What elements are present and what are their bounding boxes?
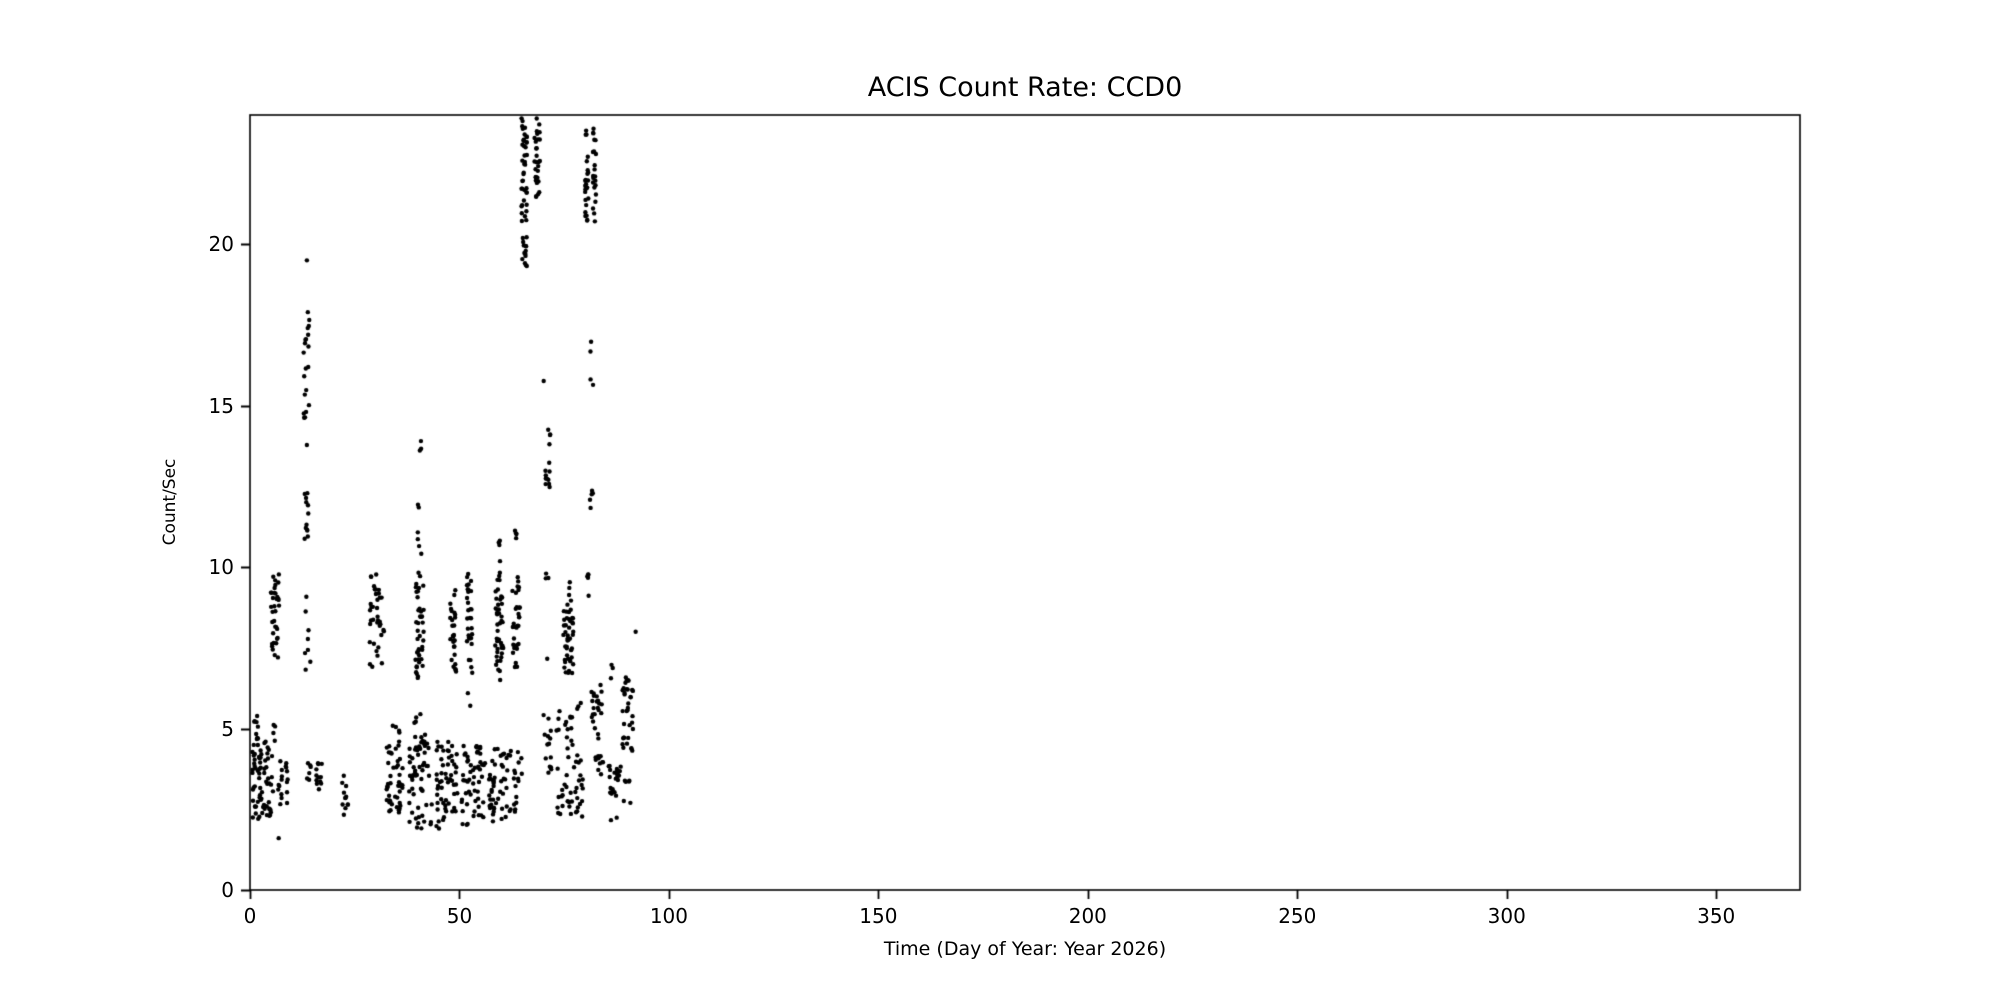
x-tick-label: 350	[1697, 904, 1736, 928]
y-tick-label: 20	[208, 232, 234, 257]
y-tick-label: 10	[208, 555, 234, 580]
x-tick-label: 200	[1068, 904, 1107, 928]
x-axis-label: Time (Day of Year: Year 2026)	[883, 938, 1167, 960]
x-tick-label: 100	[649, 904, 688, 928]
y-tick-label: 0	[221, 878, 234, 902]
x-tick-label: 150	[859, 904, 898, 928]
y-tick-label: 5	[221, 716, 234, 741]
y-tick-label: 15	[208, 393, 234, 418]
y-axis-label: Count/Sec	[160, 458, 180, 546]
x-tick-label: 300	[1487, 904, 1526, 928]
x-tick-label: 250	[1278, 904, 1317, 928]
chart-title: ACIS Count Rate: CCD0	[867, 72, 1183, 103]
x-tick-label: 0	[243, 904, 257, 928]
x-tick-label: 50	[446, 904, 473, 928]
